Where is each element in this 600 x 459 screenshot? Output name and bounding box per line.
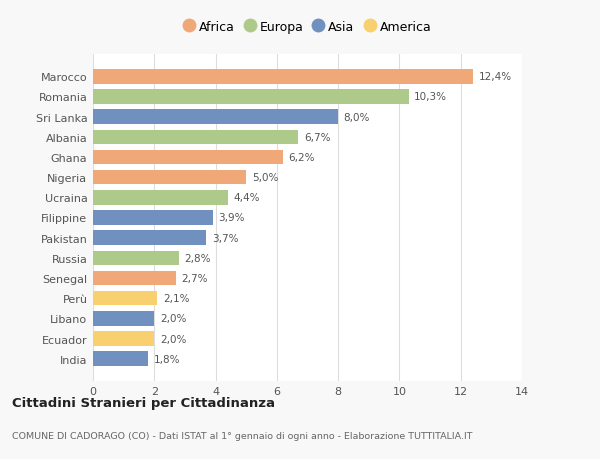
Text: 8,0%: 8,0% bbox=[344, 112, 370, 123]
Bar bbox=[93, 331, 154, 346]
Text: 12,4%: 12,4% bbox=[478, 72, 512, 82]
Text: 5,0%: 5,0% bbox=[252, 173, 278, 183]
Text: 2,1%: 2,1% bbox=[163, 294, 190, 303]
Bar bbox=[93, 291, 157, 306]
Bar bbox=[93, 211, 212, 225]
Text: 2,7%: 2,7% bbox=[181, 274, 208, 283]
Bar bbox=[93, 70, 473, 84]
Text: 6,2%: 6,2% bbox=[289, 153, 315, 162]
Bar bbox=[93, 130, 298, 145]
Text: COMUNE DI CADORAGO (CO) - Dati ISTAT al 1° gennaio di ogni anno - Elaborazione T: COMUNE DI CADORAGO (CO) - Dati ISTAT al … bbox=[12, 431, 473, 440]
Bar bbox=[93, 151, 283, 165]
Bar bbox=[93, 110, 338, 125]
Bar bbox=[93, 271, 176, 285]
Bar bbox=[93, 171, 246, 185]
Bar bbox=[93, 251, 179, 265]
Text: 3,9%: 3,9% bbox=[218, 213, 245, 223]
Text: 2,8%: 2,8% bbox=[184, 253, 211, 263]
Text: 1,8%: 1,8% bbox=[154, 354, 180, 364]
Text: 4,4%: 4,4% bbox=[233, 193, 260, 203]
Bar bbox=[93, 311, 154, 326]
Legend: Africa, Europa, Asia, America: Africa, Europa, Asia, America bbox=[179, 16, 436, 39]
Text: 2,0%: 2,0% bbox=[160, 313, 186, 324]
Text: 3,7%: 3,7% bbox=[212, 233, 238, 243]
Text: 6,7%: 6,7% bbox=[304, 133, 331, 142]
Text: 10,3%: 10,3% bbox=[414, 92, 447, 102]
Text: Cittadini Stranieri per Cittadinanza: Cittadini Stranieri per Cittadinanza bbox=[12, 396, 275, 409]
Text: 2,0%: 2,0% bbox=[160, 334, 186, 344]
Bar bbox=[93, 231, 206, 246]
Bar bbox=[93, 190, 228, 205]
Bar bbox=[93, 90, 409, 105]
Bar bbox=[93, 352, 148, 366]
